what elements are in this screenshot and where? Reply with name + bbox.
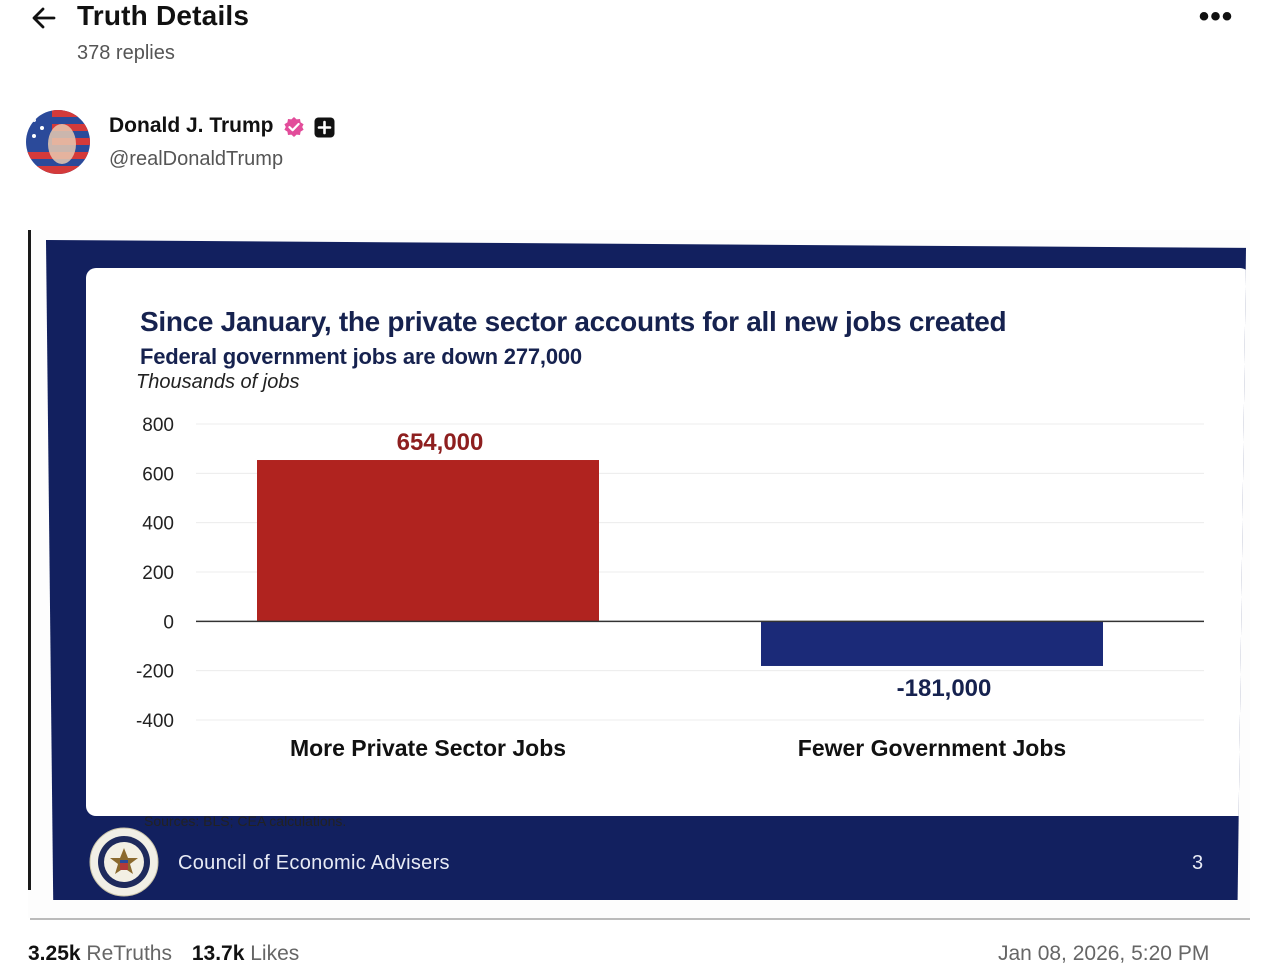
organization-name: Council of Economic Advisers [178, 852, 450, 874]
retruths-count[interactable]: 3.25k [28, 942, 81, 965]
author-block: Donald J. Trump @realDonaldTrump [26, 108, 526, 178]
likes-label[interactable]: Likes [250, 942, 300, 965]
plus-badge-icon [314, 117, 335, 138]
post-header: Truth Details 378 replies ••• [0, 0, 1280, 80]
avatar[interactable] [26, 110, 90, 174]
post-media[interactable]: Since January, the private sector accoun… [28, 230, 1250, 918]
jobs-bar-chart: Thousands of jobs 800 600 400 200 0 -200 -400 65… [136, 371, 1204, 761]
more-options-button[interactable]: ••• [1196, 2, 1236, 36]
engagement-stats: 3.25k ReTruths 13.7k Likes [28, 942, 313, 966]
flag-portrait-icon [26, 110, 90, 174]
media-edge [28, 230, 31, 890]
bar [761, 621, 1103, 666]
data-label: 654,000 [397, 429, 484, 456]
slide-title: Since January, the private sector accoun… [140, 306, 1007, 337]
divider [30, 918, 1250, 920]
y-tick-label: -200 [136, 662, 174, 683]
data-label: -181,000 [897, 675, 992, 702]
retruths-label[interactable]: ReTruths [86, 942, 172, 965]
ellipsis-icon: ••• [1198, 0, 1234, 33]
y-tick-label: 800 [142, 415, 174, 436]
slide-card: Since January, the private sector accoun… [86, 268, 1246, 829]
back-button[interactable] [30, 4, 62, 32]
page-title: Truth Details [77, 0, 250, 31]
slide-subtitle: Federal government jobs are down 277,000 [140, 344, 582, 369]
verified-badge-icon [284, 117, 304, 137]
slide-source: Sources: BLS; CEA calculations. [144, 813, 347, 829]
category-label: Fewer Government Jobs [798, 735, 1066, 761]
bar [257, 460, 599, 622]
post-timestamp: Jan 08, 2026, 5:20 PM [998, 942, 1210, 965]
category-label: More Private Sector Jobs [290, 735, 566, 761]
arrow-left-icon [32, 7, 56, 29]
slide-frame: Since January, the private sector accoun… [46, 240, 1246, 900]
y-axis-label: Thousands of jobs [136, 371, 299, 393]
reply-count[interactable]: 378 replies [77, 42, 175, 64]
y-tick-label: 600 [142, 464, 174, 485]
y-tick-label: 0 [163, 612, 174, 633]
slide-number: 3 [1192, 852, 1204, 874]
author-handle[interactable]: @realDonaldTrump [109, 148, 284, 170]
likes-count[interactable]: 13.7k [191, 942, 245, 965]
cea-seal-icon [89, 827, 159, 897]
y-tick-label: 400 [142, 514, 174, 535]
author-name[interactable]: Donald J. Trump [109, 114, 274, 137]
y-tick-label: -400 [136, 711, 174, 732]
y-tick-label: 200 [142, 563, 174, 584]
